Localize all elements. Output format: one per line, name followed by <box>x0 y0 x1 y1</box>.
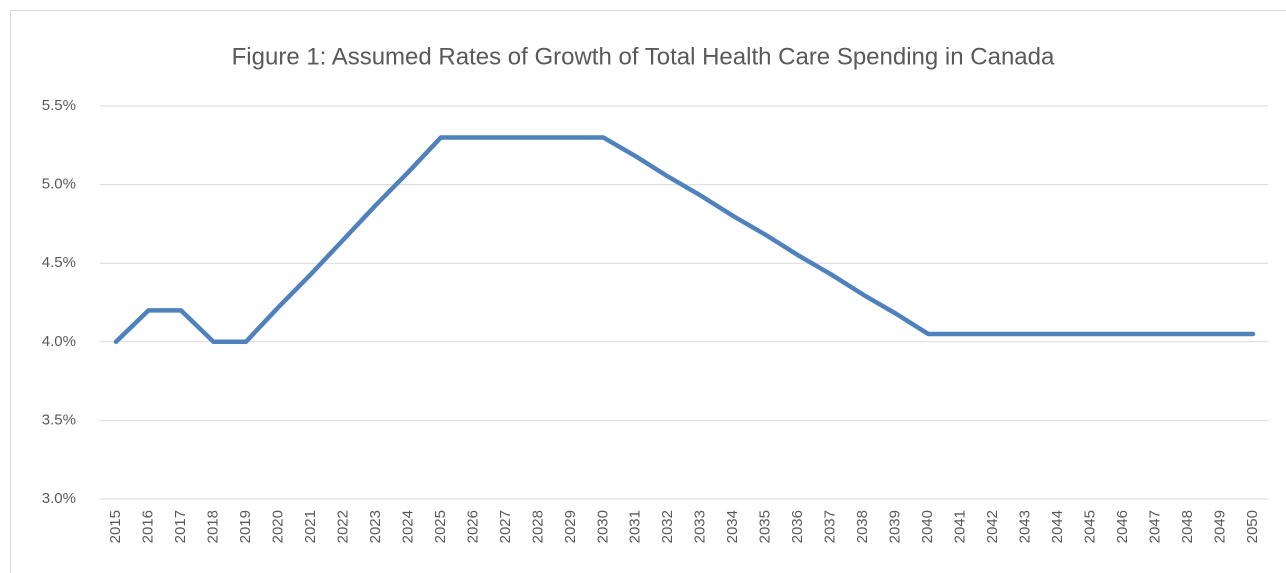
x-tick-label: 2023 <box>367 510 384 543</box>
x-tick-label: 2033 <box>692 510 709 543</box>
y-tick-label: 3.5% <box>42 411 76 428</box>
y-tick-label: 4.0% <box>42 333 76 350</box>
x-tick-label: 2026 <box>464 510 481 543</box>
y-tick-label: 3.0% <box>42 490 76 507</box>
chart-frame <box>10 10 1286 573</box>
x-tick-label: 2043 <box>1017 510 1034 543</box>
x-tick-label: 2027 <box>497 510 514 543</box>
x-tick-label: 2045 <box>1082 510 1099 543</box>
x-tick-label: 2047 <box>1147 510 1164 543</box>
x-tick-label: 2040 <box>919 510 936 543</box>
x-tick-label: 2024 <box>399 510 416 543</box>
x-tick-label: 2028 <box>529 510 546 543</box>
x-tick-label: 2036 <box>789 510 806 543</box>
x-tick-label: 2018 <box>204 510 221 543</box>
x-tick-label: 2050 <box>1244 510 1261 543</box>
x-tick-label: 2038 <box>854 510 871 543</box>
data-line <box>113 135 1256 345</box>
x-tick-label: 2019 <box>237 510 254 543</box>
x-tick-label: 2039 <box>887 510 904 543</box>
x-tick-label: 2042 <box>984 510 1001 543</box>
x-tick-label: 2022 <box>334 510 351 543</box>
chart-title: Figure 1: Assumed Rates of Growth of Tot… <box>232 43 1055 70</box>
x-tick-label: 2020 <box>269 510 286 543</box>
x-tick-label: 2041 <box>952 510 969 543</box>
x-tick-label: 2021 <box>302 510 319 543</box>
x-tick-label: 2030 <box>594 510 611 543</box>
x-tick-label: 2037 <box>822 510 839 543</box>
x-tick-label: 2035 <box>757 510 774 543</box>
x-tick-label: 2031 <box>627 510 644 543</box>
x-tick-label: 2044 <box>1049 510 1066 543</box>
y-tick-label: 5.5% <box>42 97 76 114</box>
y-tick-label: 4.5% <box>42 254 76 271</box>
x-tick-label: 2049 <box>1211 510 1228 543</box>
x-tick-label: 2015 <box>107 510 124 543</box>
x-tick-label: 2034 <box>724 510 741 543</box>
x-tick-label: 2017 <box>172 510 189 543</box>
x-tick-label: 2048 <box>1179 510 1196 543</box>
x-tick-label: 2032 <box>659 510 676 543</box>
x-tick-label: 2025 <box>432 510 449 543</box>
x-tick-label: 2016 <box>139 510 156 543</box>
y-tick-label: 5.0% <box>42 176 76 193</box>
x-tick-label: 2046 <box>1114 510 1131 543</box>
x-tick-label: 2029 <box>562 510 579 543</box>
